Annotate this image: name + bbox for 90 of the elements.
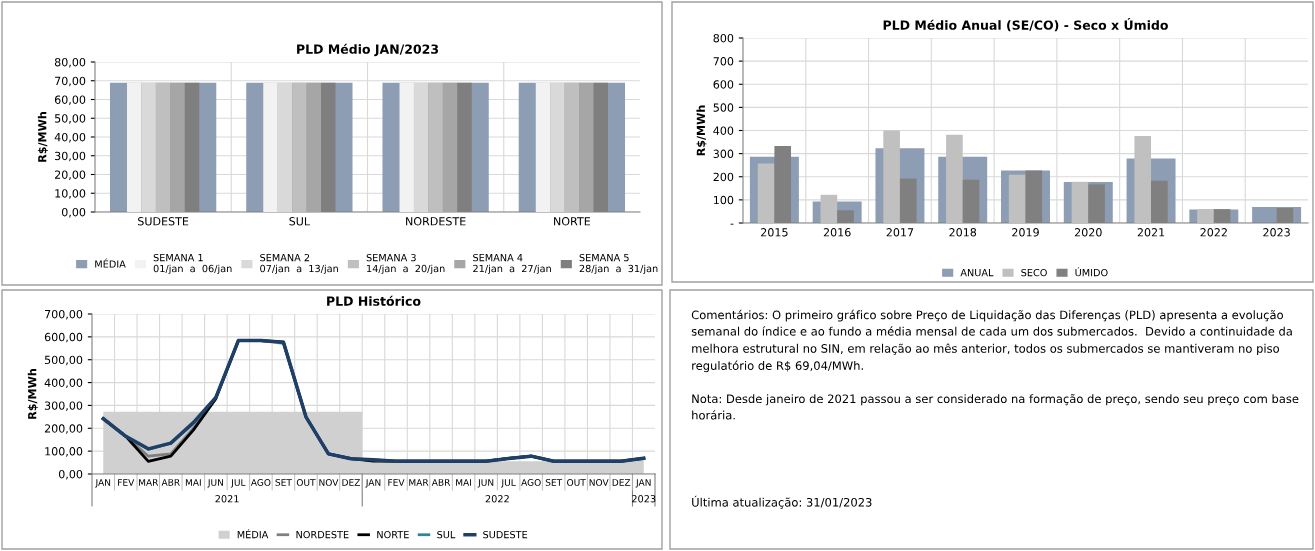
y-axis-title: R$/MWh	[27, 369, 38, 419]
x-tick-label: AGO	[521, 479, 541, 486]
x-tick-label: SUDESTE	[138, 217, 189, 226]
x-tick-label: 2018	[949, 228, 977, 237]
text: Última atualização: 31/01/2023	[692, 495, 872, 509]
y-tick-label: 800	[713, 33, 734, 43]
y-tick-label: 20,00	[54, 170, 86, 181]
legend-label: ÚMIDO	[1075, 267, 1108, 277]
text: 2021	[215, 495, 239, 503]
chart-title: PLD Médio JAN/2023	[297, 43, 439, 57]
legend-label: SEMANA 5 28/jan a 31/jan	[579, 253, 658, 275]
x-tick-label: OUT	[296, 479, 316, 486]
x-tick-label: FEV	[118, 479, 135, 486]
x-tick-label: SET	[545, 479, 563, 486]
x-tick-label: 2020	[1074, 228, 1102, 237]
text: Comentários: O primeiro gráfico sobre Preço de Liquidação das Diferenças (PLD) apresenta a evolução semanal do índice e ao fundo a média mensal de cada um dos submercados. Devido a continuidade da melhora estrutural no SIN, em relação ao mês anterior, todos os submercados se mantiveram no piso regulatório de R$ 69,04/MWh.	[691, 309, 1292, 373]
legend-label: MÉDIA	[95, 258, 126, 268]
y-tick-label: 300,00	[44, 401, 83, 411]
legend-label: NORDESTE	[296, 530, 349, 539]
x-tick-label: OUT	[567, 479, 586, 486]
x-tick-label: NORDESTE	[406, 217, 466, 226]
y-tick-label: 50,00	[55, 114, 86, 124]
legend-label: SEMANA 2 07/jan a 13/jan	[260, 253, 338, 275]
x-tick-label: 2022	[1200, 228, 1227, 237]
x-tick-label: NOV	[319, 479, 339, 486]
x-tick-label: MAR	[139, 479, 159, 486]
chart-title: PLD Médio Anual (SE/CO) - Seco x Úmido	[883, 18, 1168, 32]
y-tick-label: 700,00	[45, 309, 83, 320]
y-axis-title: R$/MWh	[37, 112, 48, 162]
text: Nota: Desde janeiro de 2021 passou a ser considerado na formação de preço, sendo seu preço com base horária.	[692, 394, 1299, 420]
legend-label: NORTE	[377, 530, 409, 539]
x-tick-label: 2017	[886, 228, 914, 237]
y-tick-label: 500	[713, 103, 734, 112]
x-tick-label: 2019	[1012, 228, 1039, 237]
y-tick-label: 0,00	[58, 469, 83, 480]
y-tick-label: 10,00	[55, 189, 86, 199]
y-tick-label: 60,00	[54, 95, 86, 106]
x-tick-label: JUN	[477, 479, 494, 488]
x-tick-label: ABR	[431, 479, 451, 486]
legend-label: SEMANA 3 14/jan a 20/jan	[366, 253, 445, 275]
x-tick-label: JAN	[95, 479, 111, 488]
legend-label: ANUAL	[960, 269, 994, 277]
y-tick-label: 400,00	[44, 378, 83, 389]
x-tick-label: JAN	[365, 479, 381, 488]
x-tick-label: 2021	[1137, 228, 1165, 237]
legend-label: SEMANA 1 01/jan a 06/jan	[153, 253, 232, 275]
text: 2023	[632, 495, 656, 503]
y-tick-label: 200,00	[44, 424, 83, 434]
text: 2022	[485, 495, 509, 503]
x-tick-label: MAR	[409, 479, 429, 486]
x-tick-label: 2023	[1263, 228, 1290, 237]
x-tick-label: JUL	[501, 479, 516, 488]
x-tick-label: 2016	[823, 228, 851, 237]
chart-title: PLD Histórico	[327, 295, 421, 306]
legend-label: SECO	[1021, 268, 1047, 277]
y-tick-label: 80,00	[54, 57, 86, 68]
legend-label: SUDESTE	[483, 530, 528, 539]
x-tick-label: MAI	[185, 479, 201, 486]
y-tick-label: 40,00	[54, 132, 86, 143]
y-tick-label: 700	[713, 57, 734, 66]
legend-label: SUL	[437, 530, 456, 539]
y-tick-label: 100	[713, 195, 734, 205]
y-axis-title: R$/MWh	[696, 105, 707, 156]
y-tick-label: -	[730, 223, 734, 225]
x-tick-label: FEV	[388, 479, 405, 486]
x-tick-label: AGO	[250, 479, 271, 486]
y-tick-label: 600,00	[44, 332, 83, 343]
x-tick-label: 2015	[761, 228, 788, 237]
x-tick-label: MAI	[456, 479, 472, 486]
x-tick-label: NOV	[589, 479, 609, 486]
x-tick-label: SUL	[289, 217, 310, 226]
x-tick-label: JAN	[635, 479, 651, 488]
y-tick-label: 600	[713, 80, 734, 89]
x-tick-label: DEZ	[612, 479, 631, 486]
x-tick-label: DEZ	[342, 479, 360, 486]
x-tick-label: NORTE	[554, 217, 591, 226]
y-tick-label: 200	[713, 172, 734, 182]
y-tick-label: 0,00	[61, 207, 86, 218]
y-tick-label: 300	[713, 149, 734, 158]
x-tick-label: ABR	[161, 479, 180, 486]
y-tick-label: 100,00	[45, 447, 83, 457]
y-tick-label: 400	[713, 126, 734, 135]
y-tick-label: 500,00	[44, 355, 83, 366]
x-tick-label: JUL	[230, 479, 246, 488]
x-tick-label: SET	[275, 479, 292, 486]
x-tick-label: JUN	[207, 479, 223, 488]
y-tick-label: 70,00	[55, 76, 86, 87]
y-tick-label: 30,00	[55, 151, 86, 162]
legend-label: SEMANA 4 21/jan a 27/jan	[473, 253, 551, 275]
legend-label: MÉDIA	[237, 529, 269, 539]
